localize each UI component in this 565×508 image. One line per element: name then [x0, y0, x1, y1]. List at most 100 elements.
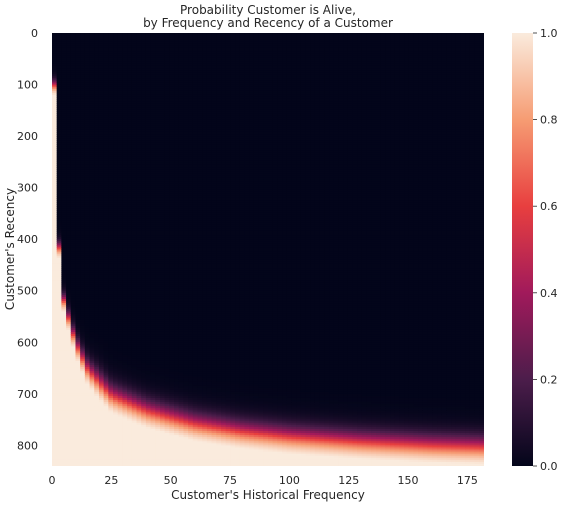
heatmap-cell	[52, 313, 58, 317]
heatmap-cell	[75, 418, 81, 422]
heatmap-cell	[70, 313, 77, 317]
heatmap-cell	[61, 270, 67, 273]
heatmap-cell	[56, 243, 62, 246]
heatmap-cell	[61, 286, 67, 290]
heatmap-cell	[52, 416, 58, 420]
heatmap-cell	[56, 305, 62, 308]
heatmap-cell	[52, 59, 58, 63]
heatmap-cell	[52, 125, 58, 129]
heatmap-cell	[61, 408, 67, 411]
heatmap-cell	[70, 181, 77, 185]
heatmap-cell	[75, 362, 81, 366]
heatmap-cell	[56, 177, 62, 180]
heatmap-cell	[52, 131, 58, 135]
heatmap-cell	[80, 185, 86, 189]
heatmap-cell	[80, 37, 86, 40]
heatmap-cell	[80, 323, 86, 327]
heatmap-cell	[80, 82, 86, 86]
heatmap-cell	[66, 243, 72, 246]
heatmap-cell	[61, 412, 67, 416]
heatmap-cell	[66, 282, 72, 286]
heatmap-cell	[66, 123, 72, 127]
heatmap-cell	[52, 461, 58, 465]
heatmap-cell	[80, 402, 86, 405]
heatmap-cell	[80, 162, 86, 166]
heatmap-cell	[56, 233, 62, 236]
heatmap-cell	[56, 208, 62, 211]
heatmap-cell	[70, 164, 77, 168]
heatmap-cell	[66, 185, 72, 189]
heatmap-cell	[52, 342, 58, 345]
heatmap-cell	[66, 433, 72, 436]
heatmap-cell	[75, 53, 81, 57]
heatmap-cell	[56, 397, 62, 401]
heatmap-cell	[61, 61, 67, 65]
heatmap-cell	[56, 284, 62, 288]
heatmap-cell	[66, 202, 72, 205]
heatmap-cell	[75, 175, 81, 178]
heatmap-cell	[75, 191, 81, 195]
heatmap-cell	[66, 381, 72, 385]
heatmap-cell	[80, 115, 86, 119]
heatmap-cell	[61, 441, 67, 444]
heatmap-cell	[61, 276, 67, 279]
heatmap-cell	[75, 272, 81, 275]
heatmap-cell	[61, 369, 67, 372]
heatmap-cell	[61, 216, 67, 220]
heatmap-cell	[61, 292, 67, 296]
heatmap-cell	[80, 80, 86, 84]
heatmap-cell	[70, 249, 77, 253]
heatmap-cell	[52, 175, 58, 178]
heatmap-cell	[61, 233, 67, 236]
heatmap-cell	[61, 164, 67, 168]
heatmap-cell	[66, 274, 72, 277]
heatmap-cell	[75, 364, 81, 368]
heatmap-cell	[80, 35, 86, 38]
heatmap-cell	[70, 158, 77, 162]
heatmap-cell	[56, 131, 62, 135]
heatmap-cell	[56, 134, 62, 137]
heatmap-cell	[52, 346, 58, 350]
heatmap-cell	[56, 214, 62, 218]
heatmap-cell	[75, 177, 81, 180]
heatmap-cell	[75, 336, 81, 339]
heatmap-cell	[75, 68, 81, 71]
heatmap-cell	[70, 296, 77, 300]
heatmap-cell	[56, 206, 62, 209]
heatmap-cell	[66, 373, 72, 376]
heatmap-cell	[75, 195, 81, 199]
heatmap-cell	[80, 212, 86, 216]
heatmap-cell	[75, 249, 81, 253]
heatmap-cell	[61, 251, 67, 255]
heatmap-cell	[56, 152, 62, 156]
heatmap-cell	[56, 144, 62, 147]
heatmap-cell	[80, 88, 86, 92]
heatmap-cell	[75, 263, 81, 267]
heatmap-cell	[66, 216, 72, 220]
heatmap-cell	[75, 453, 81, 457]
heatmap-cell	[52, 33, 58, 36]
heatmap-cell	[66, 65, 72, 69]
heatmap-cell	[80, 327, 86, 331]
heatmap-cell	[56, 37, 62, 40]
heatmap-cell	[80, 204, 86, 207]
heatmap-cell	[113, 463, 119, 466]
heatmap-cell	[80, 179, 86, 183]
heatmap-cell	[61, 453, 67, 457]
heatmap-cell	[56, 381, 62, 385]
heatmap-cell	[56, 222, 62, 226]
heatmap-cell	[70, 301, 77, 304]
heatmap-cell	[75, 154, 81, 158]
heatmap-cell	[80, 259, 86, 263]
heatmap-cell	[70, 367, 77, 370]
heatmap-cell	[66, 371, 72, 374]
heatmap-cell	[66, 360, 72, 364]
heatmap-cell	[75, 288, 81, 292]
heatmap-cell	[75, 342, 81, 345]
heatmap-cell	[56, 400, 62, 403]
heatmap-cell	[56, 418, 62, 422]
heatmap-cell	[80, 148, 86, 152]
heatmap-cell	[75, 387, 81, 391]
heatmap-cell	[52, 156, 58, 160]
heatmap-cell	[80, 138, 86, 141]
